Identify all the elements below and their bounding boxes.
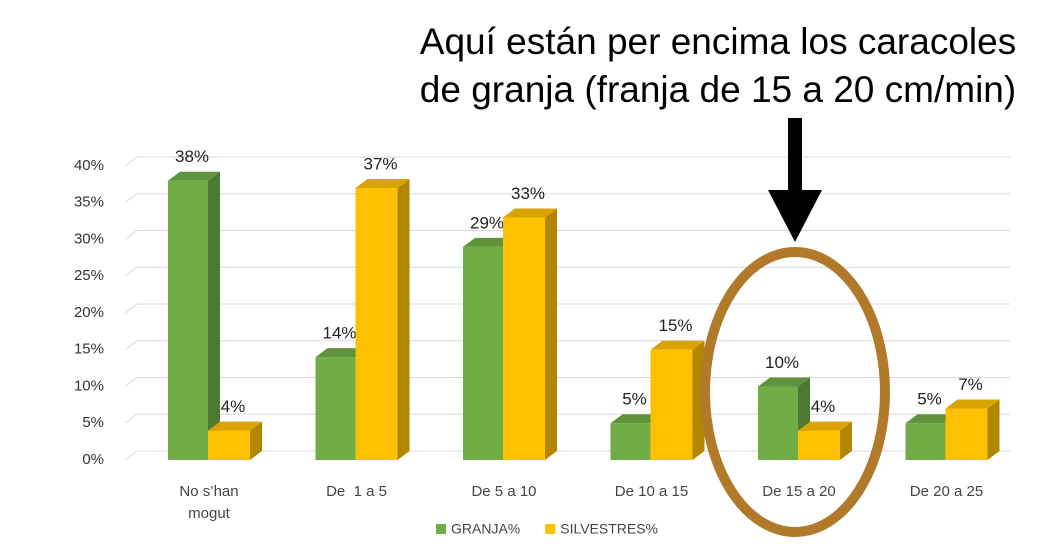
data-label: 37% <box>363 155 397 174</box>
legend-swatch <box>545 524 556 534</box>
bar <box>355 188 398 461</box>
bar-top <box>758 377 810 387</box>
bar-top <box>905 414 958 424</box>
bar-top <box>503 208 557 218</box>
y-tick-label: 5% <box>82 414 104 431</box>
bar-top <box>798 421 852 431</box>
bar-top <box>315 348 368 358</box>
data-label: 5% <box>917 390 942 409</box>
y-tick-label: 30% <box>74 230 104 247</box>
bar-side <box>987 399 1000 460</box>
y-tick-label: 20% <box>74 304 104 321</box>
bar-top <box>945 399 1000 409</box>
bar <box>168 180 208 460</box>
bar-side <box>397 179 410 461</box>
grid-line <box>124 377 1010 387</box>
bar-top <box>650 340 705 350</box>
legend-label: GRANJA% <box>451 521 520 537</box>
bar <box>463 246 503 460</box>
x-tick-label: No s’han mogut <box>179 483 243 522</box>
bar-top <box>168 171 220 181</box>
bar-top <box>610 414 663 424</box>
annotation: Aquí están per encima los caracoles <box>420 21 1016 62</box>
grid-line <box>124 230 1010 240</box>
grid-line <box>124 303 1010 314</box>
x-tick-label: De 10 a 15 <box>614 483 689 500</box>
data-label: 14% <box>322 324 356 343</box>
legend-swatch <box>436 524 446 534</box>
data-label: 4% <box>811 397 836 416</box>
bar-top <box>355 179 410 189</box>
legend-label: SILVESTRES% <box>560 521 658 537</box>
data-label: 33% <box>511 184 545 203</box>
y-tick-label: 15% <box>74 341 104 358</box>
bar-side <box>840 421 852 460</box>
data-label: 4% <box>221 397 246 416</box>
grid-line <box>124 340 1010 351</box>
y-tick-label: 35% <box>74 194 104 211</box>
data-label: 7% <box>958 375 983 394</box>
bar-top <box>463 237 515 247</box>
y-tick-label: 40% <box>74 157 104 174</box>
x-tick-label: De 1 a 5 <box>326 483 387 500</box>
bar <box>945 408 988 460</box>
bar-side <box>250 421 262 460</box>
data-label: 29% <box>470 213 504 232</box>
bar <box>798 430 840 460</box>
grid-line <box>124 450 1010 461</box>
bar <box>208 430 250 460</box>
bar <box>650 349 693 460</box>
x-tick-label: De 20 a 25 <box>909 483 984 500</box>
grid-line <box>124 413 1010 424</box>
data-label: 38% <box>175 147 209 166</box>
grid-line <box>124 156 1010 167</box>
bar <box>315 357 356 460</box>
arrow-head <box>768 190 822 242</box>
bar-side <box>208 171 220 460</box>
data-label: 5% <box>622 390 647 409</box>
bar-top <box>208 421 262 431</box>
bar <box>503 217 545 460</box>
grid-line <box>124 266 1010 277</box>
plot-area: 0% 5% 10% 15% 20% 25% 30% 35% 40% 38% 4% 14% 37% 29% 3… <box>74 147 1010 468</box>
y-tick-label: 0% <box>82 451 104 468</box>
highlight-ellipse <box>700 247 890 537</box>
annotation: de granja (franja de 15 a 20 cm/min) <box>420 69 1016 110</box>
data-label: 15% <box>658 316 692 335</box>
x-tick-label: De 5 a 10 <box>471 483 537 500</box>
bar-side <box>545 208 557 460</box>
y-tick-label: 10% <box>74 377 104 394</box>
grid-line <box>124 193 1010 204</box>
bar <box>758 386 798 460</box>
x-tick-label: De 15 a 20 <box>762 483 836 500</box>
bar <box>905 423 946 460</box>
bar <box>610 423 651 460</box>
y-tick-label: 25% <box>74 267 104 284</box>
data-label: 10% <box>765 353 799 372</box>
